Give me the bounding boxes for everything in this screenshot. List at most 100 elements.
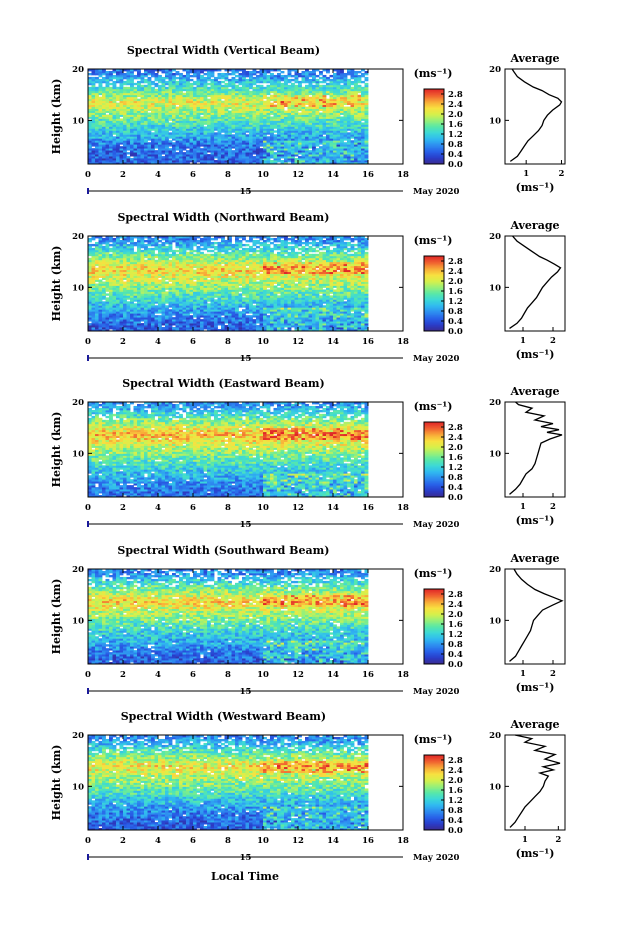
- heatmap-cell: [210, 108, 215, 111]
- heatmap-cell: [256, 104, 260, 108]
- heatmap-cell: [109, 156, 113, 159]
- heatmap-cell: [95, 130, 99, 133]
- heatmap-cell: [151, 100, 155, 104]
- heatmap-cell: [172, 108, 176, 111]
- heatmap-cell: [263, 118, 267, 121]
- heatmap-cell: [287, 122, 292, 125]
- heatmap-cell: [340, 128, 344, 131]
- heatmap-cell: [256, 154, 260, 157]
- heatmap-cell: [277, 152, 281, 155]
- heatmap-cell: [256, 102, 260, 106]
- heatmap-cell: [308, 152, 313, 155]
- heatmap-cell: [168, 112, 173, 115]
- heatmap-cell: [336, 122, 341, 125]
- heatmap-cell: [305, 146, 309, 149]
- heatmap-cell: [238, 118, 243, 121]
- heatmap-cell: [151, 118, 155, 121]
- heatmap-cell: [294, 144, 299, 147]
- heatmap-cell: [196, 118, 201, 121]
- heatmap-cell: [200, 319, 204, 322]
- heatmap-cell: [98, 104, 103, 108]
- heatmap-cell: [273, 148, 278, 151]
- heatmap-cell: [252, 122, 257, 125]
- heatmap-cell: [88, 86, 92, 90]
- heatmap-cell: [193, 130, 197, 133]
- heatmap-cell: [245, 138, 250, 141]
- heatmap-cell: [126, 86, 131, 90]
- heatmap-cell: [235, 104, 239, 108]
- heatmap-cell: [172, 132, 176, 135]
- heatmap-cell: [347, 154, 351, 157]
- heatmap-cell: [298, 152, 302, 155]
- heatmap-cell: [186, 120, 190, 123]
- heatmap-cell: [315, 114, 320, 117]
- heatmap-cell: [354, 104, 358, 108]
- heatmap-cell: [312, 144, 316, 147]
- heatmap-cell: [235, 120, 239, 123]
- heatmap-cell: [357, 150, 362, 153]
- heatmap-cell: [291, 144, 295, 147]
- heatmap-cell: [273, 138, 278, 141]
- heatmap-cell: [242, 104, 246, 108]
- heatmap-cell: [91, 106, 96, 109]
- heatmap-cell: [336, 162, 341, 165]
- heatmap-cell: [256, 124, 260, 127]
- heatmap-cell: [196, 150, 201, 153]
- heatmap-cell: [126, 104, 131, 108]
- heatmap-cell: [158, 126, 162, 129]
- heatmap-cell: [224, 132, 229, 135]
- heatmap-cell: [364, 120, 369, 123]
- heatmap-cell: [270, 94, 274, 98]
- heatmap-cell: [189, 104, 194, 108]
- heatmap-cell: [301, 150, 306, 153]
- heatmap-cell: [144, 104, 148, 108]
- heatmap-cell: [256, 148, 260, 151]
- heatmap-cell: [154, 128, 159, 131]
- heatmap-cell: [182, 140, 187, 143]
- heatmap-cell: [347, 114, 351, 117]
- heatmap-cell: [336, 126, 341, 129]
- heatmap-cell: [168, 136, 173, 139]
- heatmap-cell: [217, 114, 222, 117]
- heatmap-cell: [301, 134, 306, 137]
- heatmap-cell: [333, 112, 337, 115]
- heatmap-cell: [347, 102, 351, 106]
- heatmap-cell: [364, 102, 369, 106]
- heatmap-cell: [88, 152, 92, 155]
- heatmap-cell: [242, 156, 246, 159]
- heatmap-cell: [109, 106, 113, 109]
- heatmap-cell: [217, 72, 222, 76]
- heatmap-cell: [189, 120, 194, 123]
- heatmap-cell: [105, 114, 110, 117]
- heatmap-cell: [252, 130, 257, 133]
- heatmap-cell: [88, 154, 92, 157]
- heatmap-cell: [217, 140, 222, 143]
- heatmap-cell: [259, 126, 264, 129]
- heatmap-cell: [95, 148, 99, 151]
- heatmap-cell: [210, 118, 215, 121]
- heatmap-cell: [287, 130, 292, 133]
- heatmap-cell: [203, 158, 208, 161]
- heatmap-cell: [326, 108, 330, 111]
- heatmap-cell: [203, 148, 208, 151]
- heatmap-cell: [322, 74, 327, 78]
- heatmap-cell: [228, 136, 232, 139]
- heatmap-cell: [196, 134, 201, 137]
- x-tick-label: 10: [257, 170, 269, 180]
- heatmap-cell: [193, 140, 197, 143]
- heatmap-cell: [119, 100, 124, 104]
- heatmap-cell: [168, 152, 173, 155]
- heatmap-cell: [340, 154, 344, 157]
- heatmap-cell: [322, 120, 327, 123]
- heatmap-cell: [182, 126, 187, 129]
- average-y-tick-label: 10: [489, 116, 501, 126]
- heatmap-cell: [182, 154, 187, 157]
- heatmap-cell: [126, 112, 131, 115]
- heatmap-cell: [322, 100, 327, 104]
- heatmap-cell: [333, 156, 337, 159]
- heatmap-cell: [252, 162, 257, 165]
- heatmap-cell: [130, 106, 134, 109]
- heatmap-cell: [364, 156, 369, 159]
- heatmap-cell: [200, 158, 204, 161]
- heatmap-cell: [168, 162, 173, 165]
